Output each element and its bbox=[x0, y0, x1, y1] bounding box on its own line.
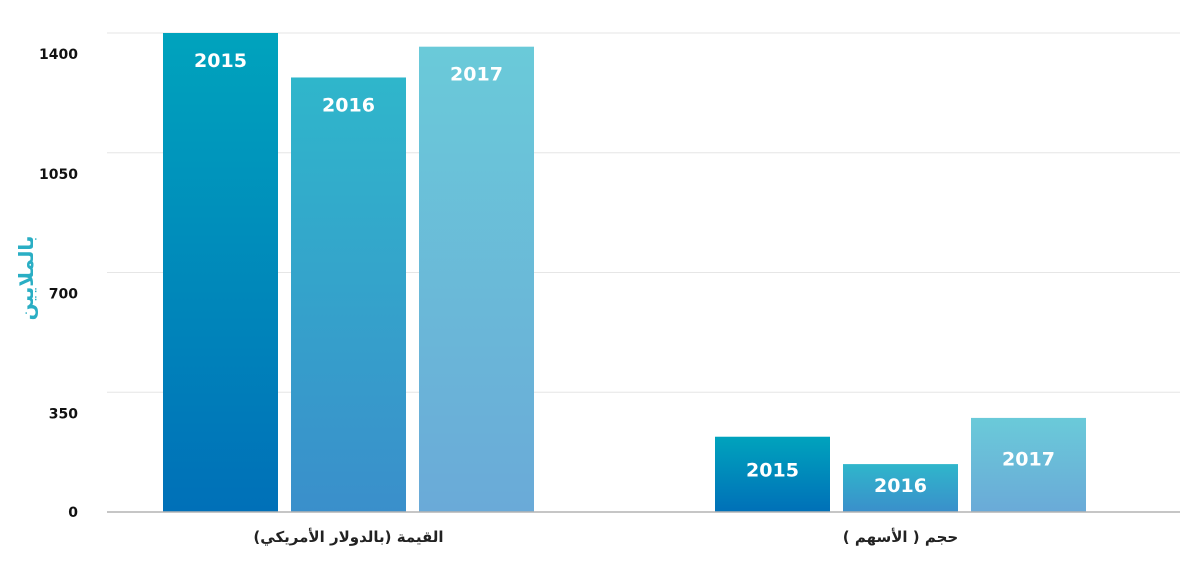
bar bbox=[291, 77, 406, 512]
gridlines bbox=[107, 32, 1180, 393]
bar-data-label: 2015 bbox=[194, 50, 247, 72]
bar-data-label: 2017 bbox=[1002, 448, 1055, 470]
y-tick-label: 700 bbox=[49, 287, 78, 303]
y-tick-label: 0 bbox=[68, 505, 78, 521]
bar-data-label: 2016 bbox=[322, 94, 375, 116]
category-label: حجم ( الأسهم ) bbox=[843, 528, 959, 546]
bar-data-label: 2016 bbox=[874, 475, 927, 497]
bar bbox=[971, 417, 1086, 512]
y-tick-label: 1050 bbox=[39, 167, 78, 183]
y-tick-label: 350 bbox=[49, 406, 78, 422]
category-label: القيمة (بالدولار الأمريكي) bbox=[253, 528, 443, 546]
bar bbox=[419, 46, 534, 512]
bar-data-label: 2015 bbox=[746, 459, 799, 481]
y-tick-labels: 0 350 700 1050 1400 bbox=[39, 47, 78, 521]
bar-data-label: 2017 bbox=[450, 64, 503, 86]
category-labels: القيمة (بالدولار الأمريكي) حجم ( الأسهم ) bbox=[253, 528, 958, 546]
y-tick-label: 1400 bbox=[39, 47, 78, 63]
y-axis-label: بالملايين bbox=[14, 236, 38, 321]
bar bbox=[163, 33, 278, 512]
bars: 2015 2016 2017 2015 2016 2017 bbox=[163, 33, 1086, 512]
bar bbox=[843, 464, 958, 512]
bar bbox=[715, 436, 830, 512]
